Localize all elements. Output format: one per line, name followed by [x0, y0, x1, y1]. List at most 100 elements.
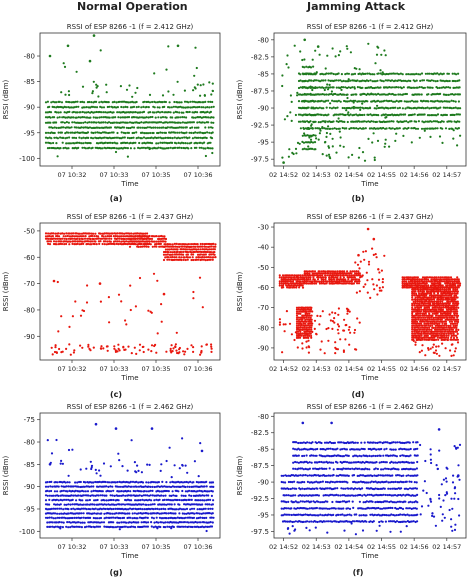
data-point: [339, 136, 342, 139]
data-point: [147, 106, 150, 109]
data-point: [44, 111, 48, 114]
data-point: [456, 322, 459, 325]
data-point: [132, 111, 135, 114]
data-point: [424, 120, 427, 123]
data-point: [415, 330, 418, 333]
data-point: [102, 136, 105, 139]
data-point: [203, 245, 206, 248]
data-point: [416, 328, 419, 331]
y-tick-label: -40: [258, 244, 269, 252]
data-point: [317, 113, 320, 116]
data-point: [212, 516, 215, 519]
data-point: [61, 237, 64, 240]
data-point: [422, 79, 426, 82]
data-point: [452, 338, 456, 341]
data-point: [427, 100, 430, 103]
data-point: [426, 308, 429, 311]
data-point: [211, 151, 214, 155]
data-point: [158, 512, 161, 515]
data-point: [401, 278, 404, 281]
data-point: [193, 503, 196, 506]
data-point: [376, 293, 379, 296]
data-point: [71, 498, 74, 501]
data-point: [116, 136, 119, 139]
data-point: [100, 137, 103, 140]
data-point: [456, 314, 460, 317]
data-point: [72, 512, 75, 515]
data-point: [162, 126, 165, 129]
data-point: [419, 304, 422, 307]
data-point: [60, 240, 63, 243]
data-point: [405, 120, 408, 123]
data-point: [53, 512, 57, 515]
data-point: [115, 147, 118, 150]
data-point: [307, 339, 310, 342]
data-point: [97, 521, 100, 524]
data-point: [307, 306, 310, 309]
data-point: [108, 242, 112, 245]
data-point: [281, 351, 284, 354]
data-point: [350, 127, 353, 130]
data-point: [444, 330, 447, 333]
data-point: [183, 353, 186, 356]
data-point: [178, 503, 181, 506]
data-point: [418, 280, 421, 283]
data-point: [158, 121, 161, 124]
data-point: [445, 113, 448, 117]
data-point: [83, 237, 87, 240]
data-point: [428, 326, 431, 329]
data-point: [280, 276, 283, 279]
data-point: [426, 328, 429, 331]
data-point: [326, 280, 329, 283]
data-point: [436, 306, 439, 309]
data-point: [428, 296, 431, 299]
data-point: [451, 286, 454, 289]
data-point: [325, 93, 328, 96]
data-point: [337, 274, 340, 277]
data-point: [161, 131, 164, 134]
data-point: [75, 136, 78, 140]
data-point: [96, 517, 99, 520]
data-point: [44, 136, 48, 139]
data-point: [155, 243, 158, 246]
data-point: [455, 324, 458, 327]
data-point: [288, 284, 291, 287]
data-point: [94, 499, 97, 502]
data-point: [412, 300, 415, 303]
data-point: [147, 121, 150, 124]
data-point: [322, 107, 325, 110]
data-point: [445, 332, 448, 335]
data-point: [401, 276, 404, 279]
data-point: [167, 45, 170, 48]
data-point: [82, 512, 85, 515]
data-point: [69, 516, 73, 520]
data-point: [67, 526, 70, 529]
data-point: [428, 288, 431, 291]
data-point: [426, 86, 429, 89]
data-point: [171, 508, 174, 511]
data-point: [99, 105, 102, 108]
data-point: [153, 499, 156, 502]
data-point: [137, 499, 140, 502]
data-point: [414, 322, 417, 325]
data-point: [320, 282, 323, 285]
data-point: [425, 304, 428, 307]
data-point: [418, 330, 421, 333]
data-point: [422, 302, 426, 305]
data-point: [339, 50, 342, 53]
data-point: [152, 526, 155, 529]
data-point: [113, 503, 116, 506]
data-point: [452, 129, 455, 132]
data-point: [356, 79, 359, 82]
data-point: [421, 276, 425, 279]
data-point: [453, 292, 456, 295]
data-point: [429, 135, 432, 138]
data-point: [448, 304, 451, 307]
data-point: [73, 121, 76, 124]
data-point: [285, 63, 288, 66]
data-point: [72, 110, 75, 114]
data-point: [309, 274, 313, 277]
data-point: [394, 79, 397, 82]
data-point: [48, 498, 51, 501]
data-point: [335, 151, 338, 154]
